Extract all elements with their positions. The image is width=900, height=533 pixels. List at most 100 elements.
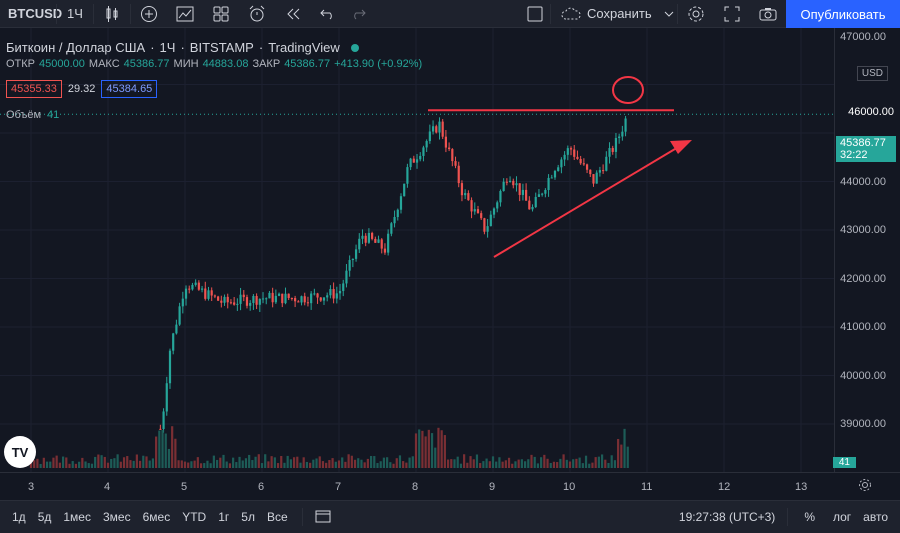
save-button[interactable]: Сохранить — [587, 6, 652, 21]
volume-bar — [248, 454, 251, 468]
volume-bar — [559, 458, 562, 468]
publish-button[interactable]: Опубликовать — [786, 0, 900, 28]
volume-bar — [466, 462, 469, 468]
redo-icon[interactable] — [343, 0, 375, 28]
candle — [210, 290, 213, 296]
candle — [303, 296, 306, 303]
replay-icon[interactable] — [275, 0, 311, 28]
volume-bar — [251, 460, 254, 468]
range-5d[interactable]: 5д — [37, 510, 52, 524]
range-1d[interactable]: 1д — [12, 510, 26, 524]
volume-bar — [222, 454, 225, 468]
low-label: МИН — [173, 58, 199, 70]
interval-button[interactable]: 1Ч — [67, 6, 83, 21]
volume-bar — [219, 457, 222, 468]
open-value: 45000.00 — [39, 58, 85, 70]
close-label: ЗАКР — [252, 58, 281, 70]
sell-button[interactable]: 45355.33 — [6, 80, 62, 98]
add-indicator-icon[interactable] — [131, 0, 167, 28]
volume-bar — [138, 460, 142, 468]
camera-icon[interactable] — [750, 0, 786, 28]
volume-bar — [286, 455, 289, 468]
volume-bar — [520, 459, 523, 468]
candle — [204, 288, 207, 299]
volume-bar — [607, 462, 610, 468]
volume-bar — [552, 461, 556, 468]
range-1m[interactable]: 1мес — [63, 510, 91, 524]
candle — [184, 288, 188, 299]
volume-bar — [527, 459, 530, 468]
candle — [271, 292, 274, 303]
buy-button[interactable]: 45384.65 — [101, 80, 158, 98]
range-5y[interactable]: 5л — [241, 510, 255, 524]
candle — [377, 239, 380, 243]
fullscreen-icon[interactable] — [714, 0, 750, 28]
chevron-down-icon[interactable] — [661, 0, 677, 28]
volume-bar — [33, 460, 36, 468]
candle — [544, 189, 547, 194]
toolbar-divider — [93, 3, 94, 24]
change-value: +413.90 (+0.92%) — [334, 58, 423, 70]
time-axis[interactable]: 3 4 5 6 7 8 9 10 11 12 13 — [0, 472, 900, 500]
range-6m[interactable]: 6мес — [142, 510, 171, 524]
arrow-head — [670, 140, 692, 154]
clock[interactable]: 19:27:38 (UTC+3) — [678, 510, 776, 524]
volume-bar — [164, 433, 167, 468]
alert-icon[interactable] — [239, 0, 275, 28]
candle — [470, 200, 473, 212]
candle — [399, 196, 403, 210]
tradingview-logo[interactable]: TV — [4, 436, 36, 468]
symbol-search-button[interactable]: BTCUSD — [8, 6, 63, 21]
auto-toggle[interactable]: авто — [863, 510, 888, 524]
gear-icon[interactable] — [678, 0, 714, 28]
candle — [518, 183, 521, 195]
candle — [419, 155, 422, 160]
volume-bar — [148, 460, 151, 468]
price-axis[interactable]: 47000.00 USD 46000.00 45386.77 32:22 440… — [834, 28, 900, 472]
range-3m[interactable]: 3мес — [102, 510, 131, 524]
volume-bar — [244, 458, 248, 468]
legend-interval: 1Ч — [159, 40, 176, 55]
volume-bar — [584, 455, 588, 468]
volume-bar — [292, 457, 296, 468]
time-label: 10 — [563, 481, 576, 493]
undo-icon[interactable] — [311, 0, 343, 28]
candle — [287, 293, 290, 298]
current-price-label: 45386.77 32:22 — [836, 136, 896, 162]
legend-title[interactable]: Биткоин / Доллар США — [6, 40, 146, 55]
time-label: 6 — [258, 481, 265, 493]
percent-toggle[interactable]: % — [804, 510, 815, 524]
candle — [258, 298, 261, 305]
candle — [579, 158, 582, 164]
volume-bar — [363, 462, 366, 468]
candle — [547, 177, 550, 190]
time-label: 9 — [489, 481, 496, 493]
layouts-icon[interactable] — [203, 0, 239, 28]
volume-bar — [302, 457, 305, 468]
candle — [505, 181, 508, 183]
candles-icon[interactable] — [94, 0, 130, 28]
goto-date-icon[interactable] — [315, 509, 331, 526]
chart-canvas[interactable] — [0, 28, 834, 472]
volume-bar — [309, 462, 312, 468]
currency-selector[interactable]: USD — [856, 66, 888, 81]
gear-icon[interactable] — [858, 478, 872, 495]
volume-bar — [501, 461, 504, 468]
candle — [595, 172, 598, 184]
volume-bar — [29, 463, 33, 468]
volume-bar — [58, 462, 61, 468]
volume-label[interactable]: Объём — [6, 109, 42, 121]
range-all[interactable]: Все — [266, 510, 288, 524]
range-ytd[interactable]: YTD — [182, 510, 207, 524]
candle — [188, 288, 191, 290]
low-value: 44883.08 — [202, 58, 249, 70]
range-1y[interactable]: 1г — [218, 510, 230, 524]
candle — [220, 300, 223, 303]
volume-bar — [78, 461, 81, 468]
volume-bar — [472, 459, 475, 468]
candle — [608, 148, 611, 157]
fullscreen-square-icon[interactable] — [520, 0, 550, 28]
log-toggle[interactable]: лог — [832, 510, 852, 524]
indicators-icon[interactable] — [167, 0, 203, 28]
volume-bar — [142, 455, 145, 468]
